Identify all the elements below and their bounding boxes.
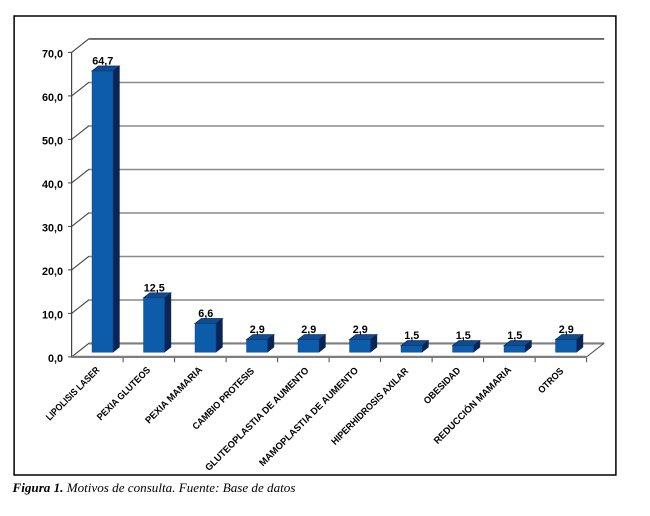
svg-text:20,0: 20,0 xyxy=(42,266,63,278)
svg-text:70,0: 70,0 xyxy=(42,48,63,60)
svg-text:2,9: 2,9 xyxy=(559,324,574,336)
svg-text:2,9: 2,9 xyxy=(353,324,368,336)
svg-text:10,0: 10,0 xyxy=(42,309,63,321)
svg-text:2,9: 2,9 xyxy=(301,324,316,336)
svg-text:12,5: 12,5 xyxy=(144,282,165,294)
svg-text:2,9: 2,9 xyxy=(250,324,265,336)
svg-text:40,0: 40,0 xyxy=(42,179,63,191)
svg-text:60,0: 60,0 xyxy=(42,92,63,104)
svg-text:30,0: 30,0 xyxy=(42,222,63,234)
svg-text:6,6: 6,6 xyxy=(198,308,213,320)
svg-text:0,0: 0,0 xyxy=(48,353,63,365)
svg-text:64,7: 64,7 xyxy=(92,55,113,67)
svg-text:Figura 1. Motivos de consulta.: Figura 1. Motivos de consulta. Fuente: B… xyxy=(12,480,296,495)
svg-text:1,5: 1,5 xyxy=(404,330,419,342)
svg-text:1,5: 1,5 xyxy=(507,330,522,342)
svg-text:1,5: 1,5 xyxy=(456,330,471,342)
svg-text:50,0: 50,0 xyxy=(42,135,63,147)
